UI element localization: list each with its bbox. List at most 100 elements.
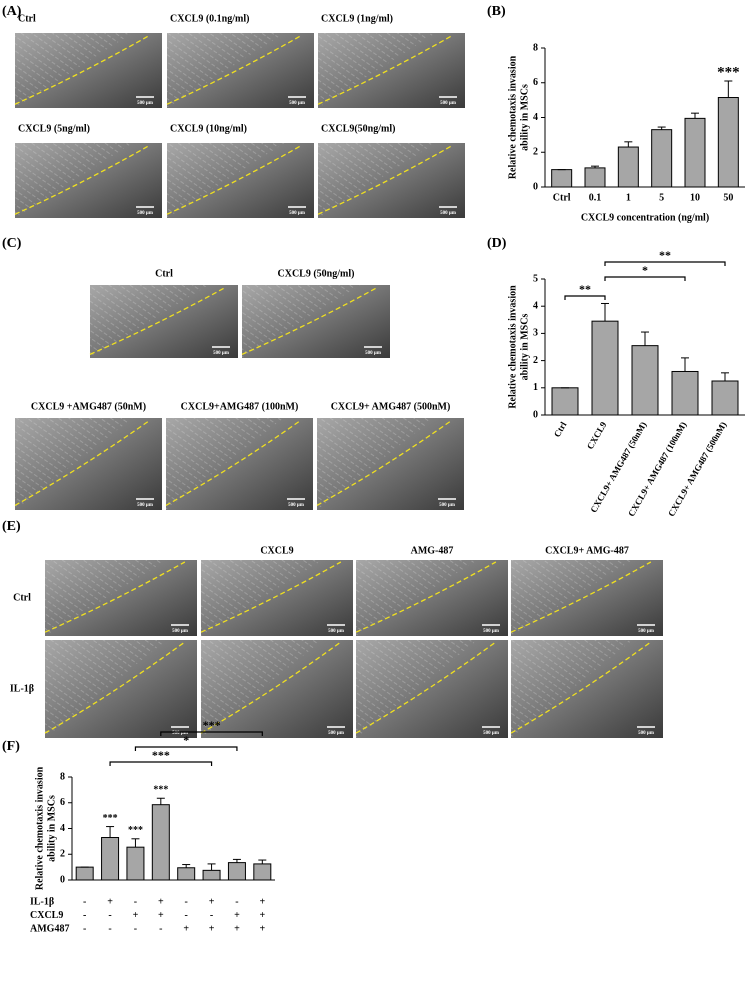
treatment-sign: + <box>133 910 139 921</box>
bar <box>151 804 170 881</box>
treatment-sign: + <box>158 896 164 907</box>
y-axis-label: Relative chemotaxis invasion <box>507 55 518 179</box>
migration-front <box>89 286 227 355</box>
migration-front <box>510 641 652 734</box>
comparison-bracket <box>564 295 606 300</box>
y-tick-label: 2 <box>60 849 65 860</box>
y-tick-label: 2 <box>533 355 538 366</box>
image-label: CXCL9+AMG487 (100nM) <box>181 401 299 412</box>
treatment-label: CXCL9 <box>30 910 63 921</box>
bar <box>227 862 246 881</box>
y-tick-label: 8 <box>533 42 538 53</box>
cell-texture <box>167 33 285 108</box>
y-tick-label: 0 <box>60 874 65 885</box>
comparison-label: *** <box>152 748 170 762</box>
bar <box>717 97 739 188</box>
bar <box>253 863 272 881</box>
x-tick-label: 5 <box>659 192 664 203</box>
bar <box>711 380 739 416</box>
x-tick-label: CXCL9 <box>585 420 609 451</box>
comparison-label: *** <box>203 718 221 732</box>
scale-bar-label: 500 μm <box>289 101 306 106</box>
bar <box>551 387 579 416</box>
scale-bar-label: 500 μm <box>137 211 154 216</box>
migration-front <box>317 34 454 105</box>
cell-texture <box>15 33 133 108</box>
y-axis-label: ability in MSCs <box>46 795 57 862</box>
treatment-sign: + <box>209 923 215 934</box>
cell-texture <box>15 143 133 218</box>
cell-texture <box>201 560 323 636</box>
bar <box>651 129 673 188</box>
y-tick-label: 3 <box>533 328 538 339</box>
y-tick-label: 4 <box>60 823 65 834</box>
comparison-bracket <box>109 761 213 766</box>
scale-bar-label: 500 μm <box>483 629 500 634</box>
treatment-sign: + <box>234 910 240 921</box>
column-label: CXCL9+ AMG-487 <box>545 545 629 556</box>
treatment-sign: + <box>259 896 265 907</box>
treatment-sign: - <box>185 896 188 907</box>
panel-letter: (A) <box>2 4 22 19</box>
column-label: CXCL9 <box>260 545 293 556</box>
cell-texture <box>356 560 478 636</box>
x-tick-label: 50 <box>723 192 733 203</box>
image-label: CXCL9 (0.1ng/ml) <box>170 13 249 24</box>
migration-front <box>200 641 342 734</box>
image-label: CXCL9+ AMG487 (500nM) <box>331 401 451 412</box>
y-tick-label: 6 <box>533 77 538 88</box>
scale-bar-label: 500 μm <box>328 731 345 736</box>
treatment-sign: - <box>108 910 111 921</box>
cell-texture <box>511 640 633 738</box>
y-tick-label: 4 <box>533 112 538 123</box>
bar <box>177 867 196 881</box>
scale-bar-label: 500 μm <box>137 503 154 508</box>
column-label: AMG-487 <box>411 545 454 556</box>
image-label: CXCL9 (50ng/ml) <box>278 268 355 279</box>
y-tick-label: 2 <box>533 147 538 158</box>
scale-bar-label: 500 μm <box>638 731 655 736</box>
significance: *** <box>128 825 143 836</box>
scale-bar-label: 500 μm <box>288 503 305 508</box>
migration-front <box>317 144 454 215</box>
y-tick-label: 6 <box>60 797 65 808</box>
scale-bar-label: 500 μm <box>328 629 345 634</box>
cell-texture <box>317 418 435 510</box>
significance: *** <box>103 813 118 824</box>
cell-texture <box>318 143 436 218</box>
x-tick-label: 0.1 <box>589 192 602 203</box>
scale-bar-label: 500 μm <box>365 351 382 356</box>
comparison-bracket <box>604 276 686 281</box>
cell-texture <box>242 285 361 358</box>
treatment-sign: + <box>234 923 240 934</box>
y-tick-label: 0 <box>533 409 538 420</box>
migration-front <box>355 641 497 734</box>
y-axis-label: Relative chemotaxis invasion <box>34 766 45 890</box>
treatment-sign: - <box>83 910 86 921</box>
cell-texture <box>15 418 133 510</box>
image-label: CXCL9 +AMG487 (50nM) <box>31 401 146 412</box>
treatment-sign: - <box>134 923 137 934</box>
y-axis-label: ability in MSCs <box>519 314 530 381</box>
cell-texture <box>511 560 633 636</box>
y-tick-label: 5 <box>533 273 538 284</box>
x-axis-label: CXCL9 concentration (ng/ml) <box>581 212 709 223</box>
cell-texture <box>90 285 209 358</box>
cell-texture <box>45 560 167 636</box>
cell-texture <box>201 640 323 738</box>
migration-front <box>44 641 186 734</box>
panel-letter: (F) <box>2 739 20 754</box>
image-label: CXCL9 (10ng/ml) <box>170 123 247 134</box>
image-label: Ctrl <box>18 13 36 24</box>
comparison-label: * <box>183 733 189 747</box>
significance: *** <box>717 64 740 80</box>
comparison-bracket <box>134 746 238 751</box>
panel-letter: (D) <box>487 236 507 251</box>
scale-bar-label: 500 μm <box>440 101 457 106</box>
bar <box>684 117 706 188</box>
migration-front <box>166 34 303 105</box>
scale-bar-label: 500 μm <box>137 101 154 106</box>
comparison-bracket <box>604 261 726 266</box>
treatment-sign: - <box>159 923 162 934</box>
